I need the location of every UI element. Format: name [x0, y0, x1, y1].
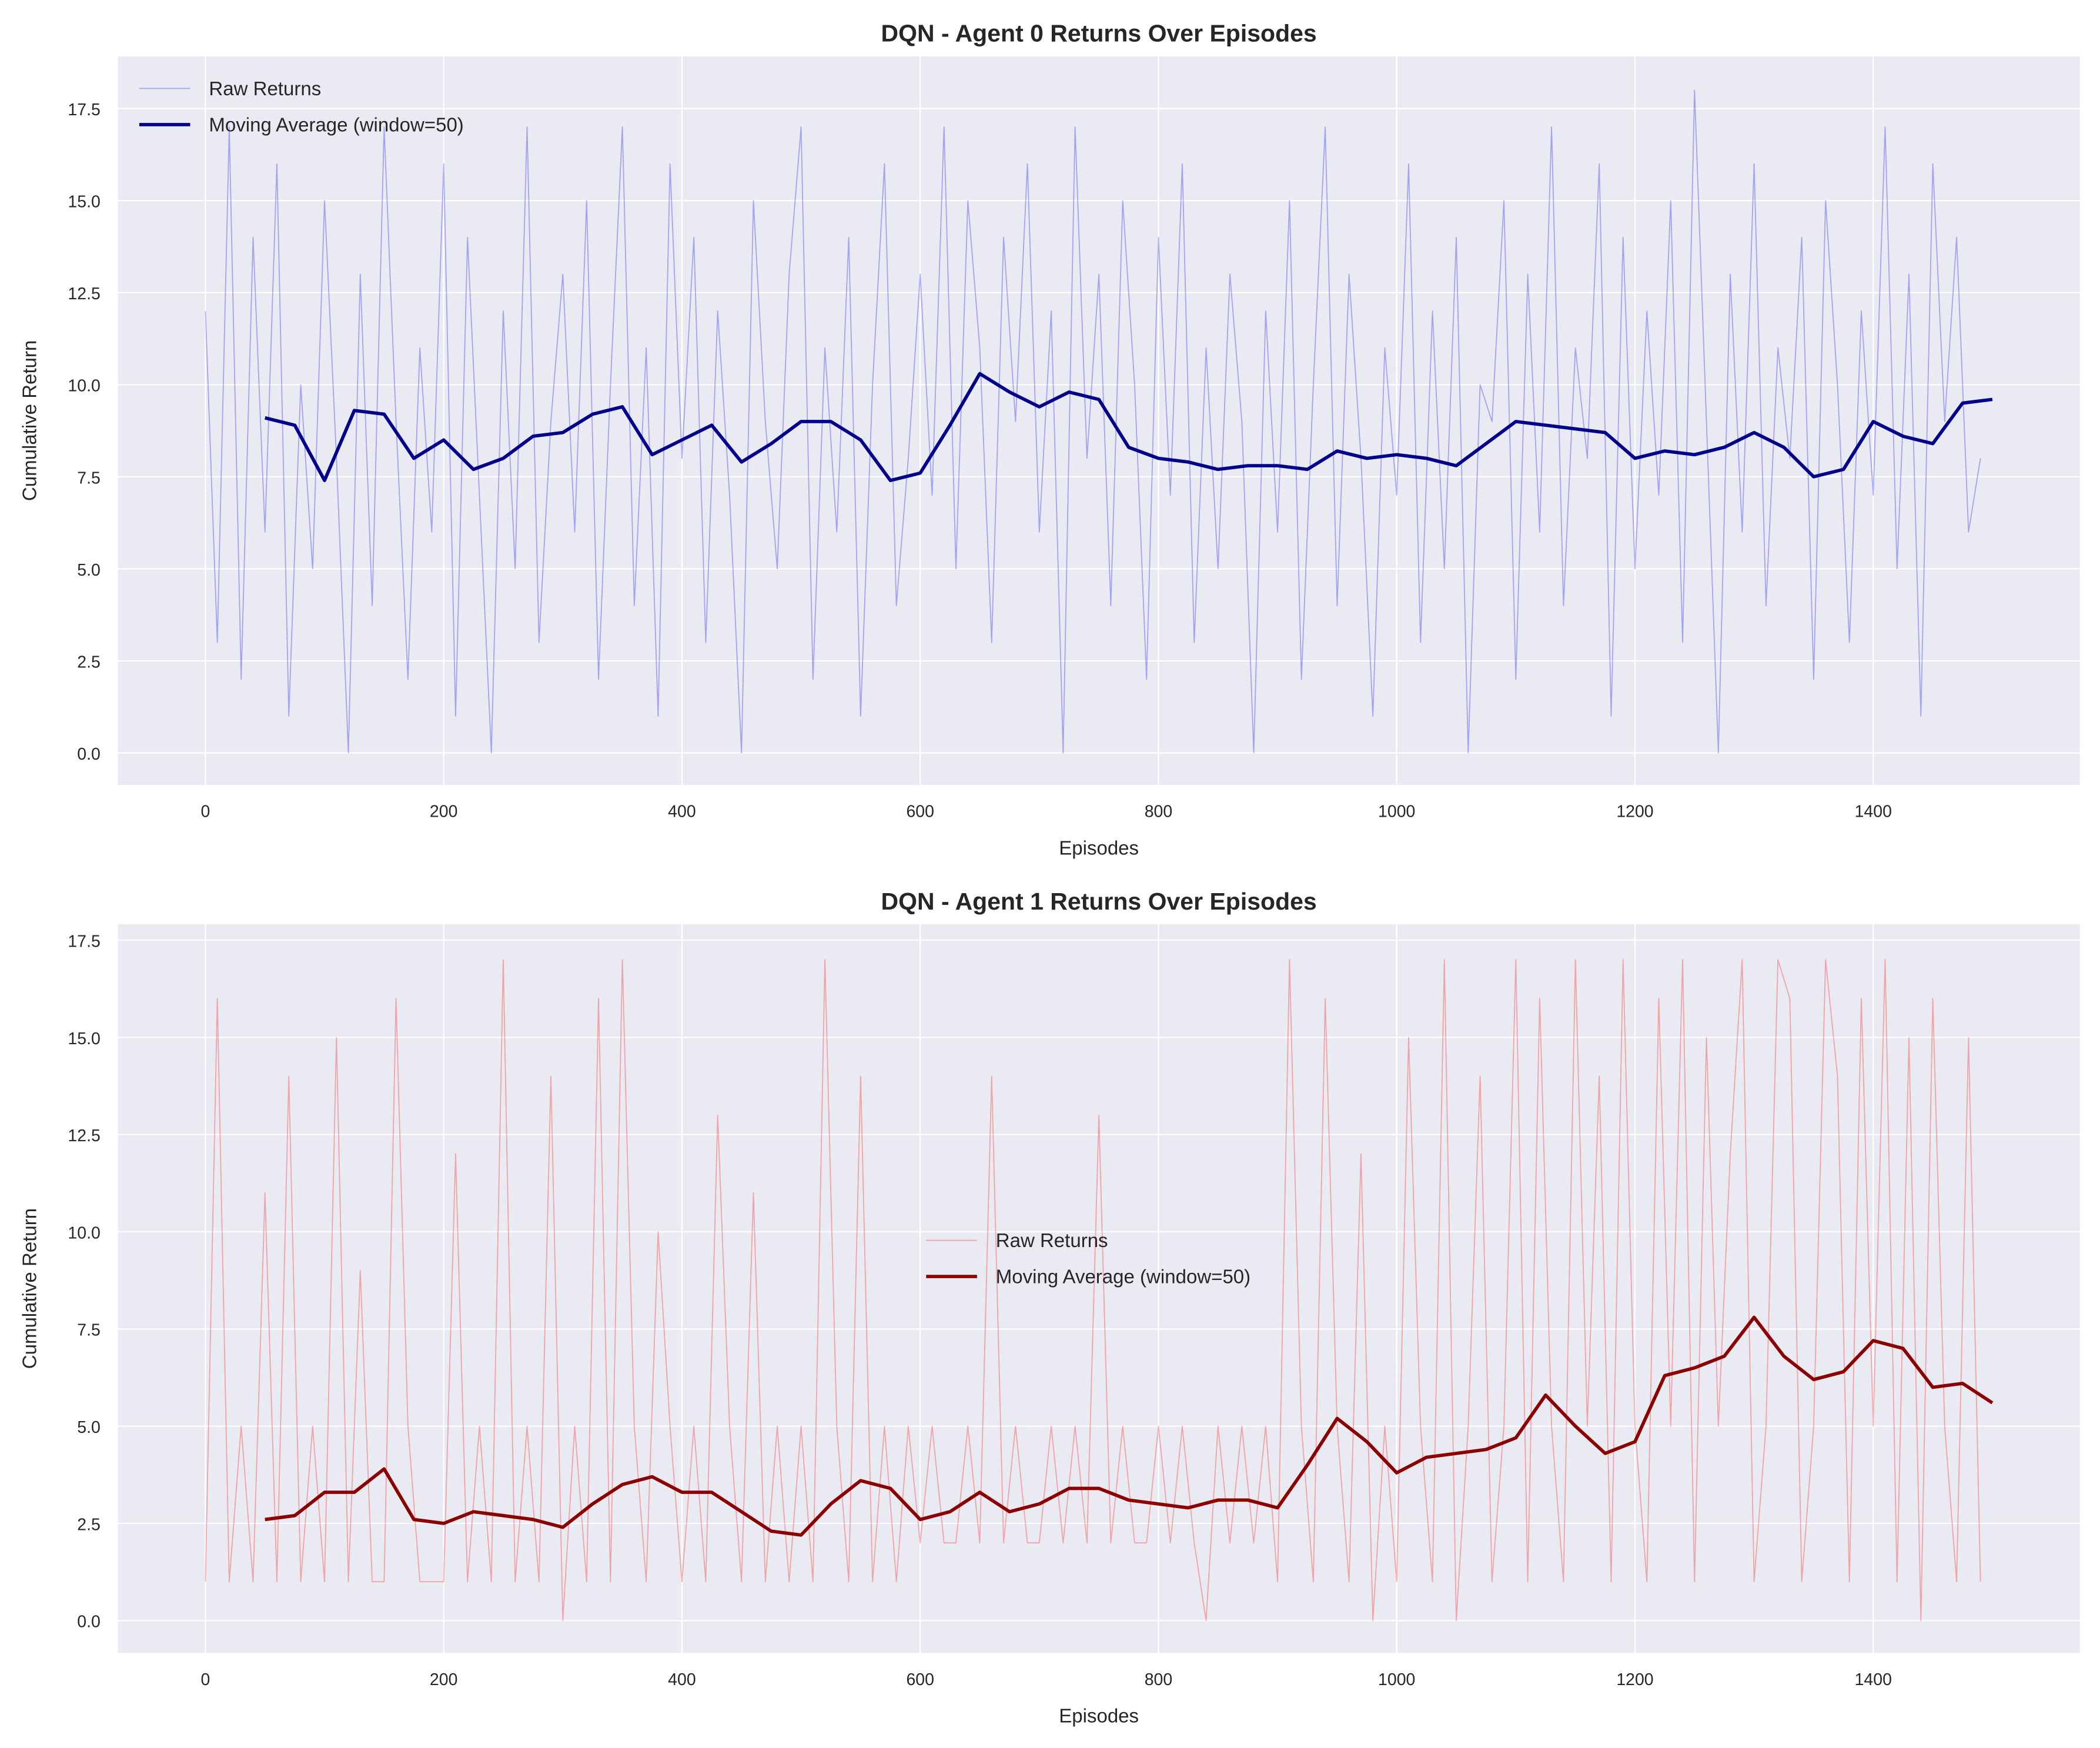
x-tick-label: 800: [1145, 1670, 1173, 1689]
x-axis-label: Episodes: [1059, 837, 1139, 858]
x-tick-label: 1400: [1855, 1670, 1892, 1689]
y-tick-label: 12.5: [68, 1127, 100, 1145]
legend: Raw Returns Moving Average (window=50): [139, 78, 464, 135]
y-axis-label: Cumulative Return: [19, 340, 41, 501]
x-axis-label: Episodes: [1059, 1705, 1139, 1727]
x-tick-label: 200: [430, 1670, 458, 1689]
x-tick-label: 1000: [1378, 803, 1415, 821]
x-tick-label: 400: [668, 803, 696, 821]
y-tick-label: 15.0: [68, 1030, 100, 1048]
plot-area: [118, 924, 2080, 1653]
plot-area: [118, 56, 2080, 786]
y-tick-label: 7.5: [77, 1321, 101, 1340]
x-tick-label: 600: [906, 803, 934, 821]
x-tick-label: 1200: [1616, 803, 1653, 821]
x-tick-label: 200: [430, 803, 458, 821]
y-tick-label: 5.0: [77, 1418, 101, 1437]
x-tick-label: 600: [906, 1670, 934, 1689]
series-line: [265, 1315, 1994, 1537]
y-tick-label: 5.0: [77, 561, 101, 580]
x-tick-label: 800: [1145, 803, 1173, 821]
y-tick-label: 2.5: [77, 653, 101, 671]
y-tick-label: 10.0: [68, 1224, 100, 1242]
y-axis-label: Cumulative Return: [19, 1208, 41, 1369]
y-tick-label: 2.5: [77, 1515, 101, 1534]
y-tick-label: 15.0: [68, 193, 100, 212]
chart-title: DQN - Agent 1 Returns Over Episodes: [881, 888, 1317, 915]
chart: 0 200 400 600 800 1000 1200 1400 0.0 2.5 5.0 7.5 10.…: [19, 888, 2080, 1727]
y-tick-label: 12.5: [68, 285, 100, 303]
y-tick-label: 17.5: [68, 101, 100, 119]
series-line: [205, 89, 1981, 754]
x-tick-label: 1200: [1616, 1670, 1653, 1689]
chart: 0 200 400 600 800 1000 1200 1400 0.0 2.5 5.0 7.5 10.…: [19, 20, 2080, 858]
x-tick-label: 1000: [1378, 1670, 1415, 1689]
y-tick-label: 10.0: [68, 377, 100, 396]
chart-title: DQN - Agent 0 Returns Over Episodes: [881, 20, 1317, 47]
x-tick-label: 1400: [1855, 803, 1892, 821]
series-line: [265, 372, 1993, 482]
legend-label: Moving Average (window=50): [209, 113, 463, 135]
x-tick-label: 0: [200, 803, 210, 821]
legend: Raw Returns Moving Average (window=50): [926, 1229, 1250, 1287]
y-tick-label: 17.5: [68, 932, 100, 951]
legend-label: Raw Returns: [209, 78, 321, 99]
y-tick-label: 0.0: [77, 1613, 101, 1632]
legend-label: Moving Average (window=50): [996, 1265, 1250, 1287]
y-tick-label: 7.5: [77, 469, 101, 487]
x-tick-label: 0: [200, 1670, 210, 1689]
x-tick-label: 400: [668, 1670, 696, 1689]
series-line: [205, 959, 1981, 1622]
legend-label: Raw Returns: [996, 1229, 1108, 1251]
y-tick-label: 0.0: [77, 745, 101, 764]
